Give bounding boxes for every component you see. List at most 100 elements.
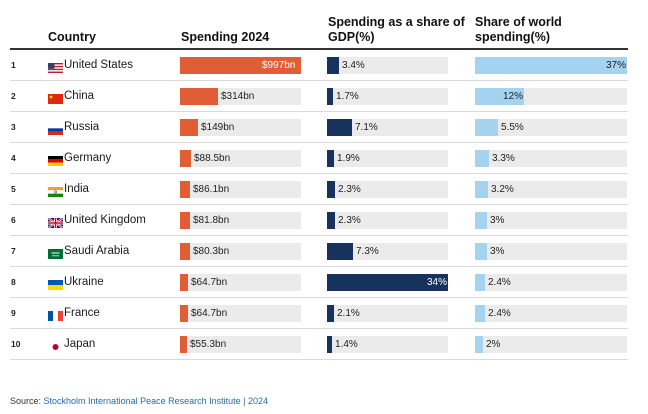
world-value-label: 3%	[490, 215, 505, 226]
india-flag-icon	[48, 184, 63, 197]
germany-flag-icon	[48, 153, 63, 166]
spending-bar	[180, 243, 190, 260]
country-name: Saudi Arabia	[64, 245, 130, 257]
gdp-track: 1.7%	[327, 88, 448, 105]
gdp-value-label: 2.3%	[338, 184, 361, 195]
spending-track: $64.7bn	[180, 274, 301, 291]
gdp-value-label: 7.3%	[356, 246, 379, 257]
china-flag-icon	[48, 91, 63, 104]
table-row: 3 Russia $149bn 7.1% 5.5%	[0, 112, 648, 143]
world-value-label: 5.5%	[501, 122, 524, 133]
spending-value-label: $55.3bn	[190, 339, 227, 350]
world-bar	[475, 305, 485, 322]
world-bar	[475, 212, 487, 229]
world-value-label: 12%	[503, 91, 524, 102]
world-track: 3%	[475, 243, 627, 260]
world-bar	[475, 88, 524, 105]
spending-bar	[180, 274, 188, 291]
row-divider	[10, 173, 628, 174]
world-share-column-header: Share of world spending(%)	[475, 15, 562, 44]
world-track: 2.4%	[475, 274, 627, 291]
source-text[interactable]: Stockholm International Peace Research I…	[43, 396, 268, 406]
spending-value-label: $80.3bn	[193, 246, 230, 257]
row-divider	[10, 297, 628, 298]
country-name: Japan	[64, 338, 96, 350]
gdp-value-label: 2.3%	[338, 215, 361, 226]
table-row: 5 India $86.1bn 2.3% 3.2%	[0, 174, 648, 205]
gdp-bar	[327, 274, 448, 291]
world-value-label: 3.3%	[492, 153, 515, 164]
country-name: China	[64, 90, 95, 102]
gdp-value-label: 1.7%	[336, 91, 359, 102]
spending-track: $80.3bn	[180, 243, 301, 260]
table-row: 1 United States $997bn 3.4% 37%	[0, 50, 648, 81]
world-value-label: 37%	[606, 60, 627, 71]
world-track: 2.4%	[475, 305, 627, 322]
country-name: France	[64, 307, 100, 319]
spending-bar	[180, 119, 198, 136]
spending-value-label: $149bn	[201, 122, 235, 133]
row-divider	[10, 266, 628, 267]
rank-number: 3	[11, 122, 16, 132]
spending-track: $55.3bn	[180, 336, 301, 353]
rank-number: 1	[11, 60, 16, 70]
row-divider	[10, 359, 628, 360]
spending-value-label: $81.8bn	[193, 215, 230, 226]
world-track: 3.3%	[475, 150, 627, 167]
world-track: 12%	[475, 88, 627, 105]
world-track: 3.2%	[475, 181, 627, 198]
gdp-bar	[327, 243, 353, 260]
world-bar	[475, 150, 489, 167]
gdp-value-label: 2.1%	[337, 308, 360, 319]
gdp-bar	[327, 88, 333, 105]
row-divider	[10, 142, 628, 143]
table-row: 4 Germany $88.5bn 1.9% 3.3%	[0, 143, 648, 174]
world-value-label: 3.2%	[491, 184, 514, 195]
spending-bar	[180, 88, 218, 105]
spending-column-header: Spending 2024	[181, 30, 270, 44]
country-name: Germany	[64, 152, 112, 164]
gdp-value-label: 1.4%	[335, 339, 358, 350]
uk-flag-icon	[47, 215, 64, 229]
table-header: Country Spending 2024 Spending as a shar…	[0, 0, 648, 50]
gdp-bar	[327, 57, 339, 74]
world-value-label: 2.4%	[488, 277, 511, 288]
world-bar	[475, 181, 488, 198]
country-column-header: Country	[48, 30, 96, 44]
spending-bar	[180, 150, 191, 167]
rank-number: 4	[11, 153, 16, 163]
gdp-value-label: 7.1%	[355, 122, 378, 133]
japan-flag-icon	[48, 339, 63, 352]
gdp-bar	[327, 119, 352, 136]
us-flag-icon	[48, 60, 63, 73]
gdp-share-column-header: Spending as a share of GDP(%)	[328, 15, 465, 44]
spending-track: $149bn	[180, 119, 301, 136]
spending-bar	[180, 181, 190, 198]
country-name: United Kingdom	[64, 214, 146, 226]
gdp-track: 1.9%	[327, 150, 448, 167]
gdp-track: 2.3%	[327, 212, 448, 229]
rank-number: 9	[11, 308, 16, 318]
gdp-value-label: 3.4%	[342, 60, 365, 71]
rank-number: 7	[11, 246, 16, 256]
spending-value-label: $64.7bn	[191, 308, 228, 319]
spending-track: $64.7bn	[180, 305, 301, 322]
world-bar	[475, 119, 498, 136]
spending-value-label: $314bn	[221, 91, 255, 102]
spending-value-label: $64.7bn	[191, 277, 228, 288]
rank-number: 6	[11, 215, 16, 225]
gdp-track: 2.1%	[327, 305, 448, 322]
world-bar	[475, 57, 627, 74]
rank-number: 10	[11, 339, 21, 349]
table-row: 9 France $64.7bn 2.1% 2.4%	[0, 298, 648, 329]
gdp-value-label: 34%	[427, 277, 448, 288]
world-bar	[475, 336, 483, 353]
country-name: United States	[64, 59, 134, 71]
gdp-bar	[327, 181, 335, 198]
spending-track: $86.1bn	[180, 181, 301, 198]
spending-bar	[180, 57, 301, 74]
spending-value-label: $88.5bn	[194, 153, 231, 164]
row-divider	[10, 204, 628, 205]
world-track: 3%	[475, 212, 627, 229]
gdp-bar	[327, 305, 334, 322]
